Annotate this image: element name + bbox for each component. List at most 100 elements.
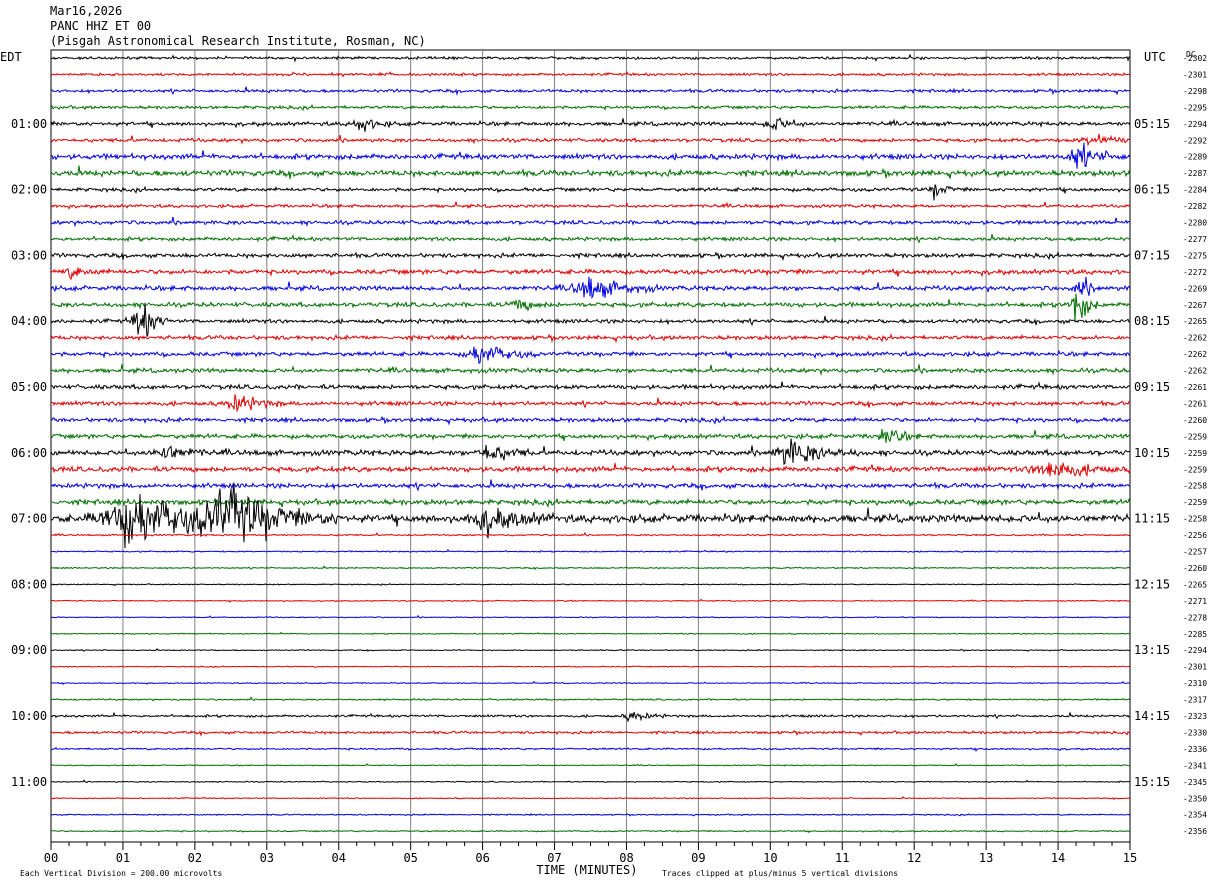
trace-20: [50, 381, 1131, 392]
dc-offset-label-15: -2267: [1183, 301, 1207, 310]
dc-offset-label-10: -2280: [1183, 219, 1207, 228]
trace-12: [50, 250, 1131, 262]
dc-offset-label-1: -2301: [1183, 70, 1207, 79]
x-tick-label-6: 06: [475, 851, 489, 865]
edt-hour-label-0: 01:00: [11, 117, 47, 131]
utc-hour-label-5: 10:15: [1134, 446, 1170, 460]
dc-offset-label-35: -2285: [1183, 630, 1207, 639]
edt-hour-label-8: 09:00: [11, 643, 47, 657]
dc-offset-label-44: -2345: [1183, 778, 1207, 787]
trace-29: [50, 531, 1131, 538]
dc-offset-label-19: -2262: [1183, 367, 1207, 376]
header-date: Mar16,2026: [50, 4, 123, 18]
utc-hour-label-9: 14:15: [1134, 709, 1170, 723]
utc-hour-label-3: 08:15: [1134, 314, 1170, 328]
dc-offset-label-43: -2341: [1183, 761, 1207, 770]
trace-44: [50, 779, 1131, 784]
trace-3: [50, 103, 1131, 111]
dc-offset-label-13: -2272: [1183, 268, 1207, 277]
trace-46: [50, 813, 1131, 817]
left-axis-label-edt: EDT: [0, 50, 22, 64]
trace-28: [50, 482, 1131, 549]
plot-frame: [50, 49, 1131, 843]
trace-40: [50, 711, 1131, 723]
utc-hour-label-7: 12:15: [1134, 577, 1170, 591]
dc-offset-label-45: -2350: [1183, 794, 1207, 803]
utc-hour-label-10: 15:15: [1134, 775, 1170, 789]
header-location: (Pisgah Astronomical Research Institute,…: [50, 34, 426, 48]
trace-33: [50, 598, 1131, 603]
trace-41: [50, 729, 1131, 737]
dc-offset-label-20: -2261: [1183, 383, 1207, 392]
trace-6: [50, 142, 1131, 169]
dc-offset-label-6: -2289: [1183, 153, 1207, 162]
trace-32: [50, 583, 1131, 587]
edt-hour-label-3: 04:00: [11, 314, 47, 328]
x-tick-label-7: 07: [547, 851, 561, 865]
dc-offset-label-38: -2310: [1183, 679, 1207, 688]
x-tick-label-5: 05: [403, 851, 417, 865]
dc-offset-label-7: -2287: [1183, 169, 1207, 178]
edt-hour-label-2: 03:00: [11, 248, 47, 262]
dc-offset-label-47: -2356: [1183, 827, 1207, 836]
edt-hour-label-6: 07:00: [11, 512, 47, 526]
dc-offset-label-23: -2259: [1183, 432, 1207, 441]
dc-offset-label-21: -2261: [1183, 399, 1207, 408]
trace-34: [50, 614, 1131, 619]
trace-5: [50, 133, 1131, 147]
edt-hour-label-4: 05:00: [11, 380, 47, 394]
trace-45: [50, 796, 1131, 801]
trace-31: [50, 565, 1131, 571]
dc-offset-label-8: -2284: [1183, 186, 1207, 195]
utc-hour-label-1: 06:15: [1134, 183, 1170, 197]
x-tick-label-4: 04: [332, 851, 346, 865]
dc-offset-label-40: -2323: [1183, 712, 1207, 721]
dc-offset-label-16: -2265: [1183, 317, 1207, 326]
x-tick-label-0: 00: [44, 851, 58, 865]
dc-offset-label-12: -2275: [1183, 251, 1207, 260]
x-tick-label-12: 12: [907, 851, 921, 865]
trace-30: [50, 548, 1131, 553]
trace-10: [50, 216, 1131, 228]
dc-offset-label-32: -2265: [1183, 580, 1207, 589]
x-tick-label-2: 02: [188, 851, 202, 865]
edt-hour-label-7: 08:00: [11, 577, 47, 591]
dc-offset-label-29: -2256: [1183, 531, 1207, 540]
dc-offset-label-37: -2301: [1183, 663, 1207, 672]
trace-26: [50, 479, 1131, 492]
dc-offset-label-26: -2258: [1183, 482, 1207, 491]
trace-0: [50, 53, 1131, 63]
x-tick-label-9: 09: [691, 851, 705, 865]
dc-offset-label-14: -2269: [1183, 284, 1207, 293]
trace-25: [50, 462, 1131, 478]
trace-11: [50, 233, 1131, 244]
dc-offset-label-41: -2330: [1183, 728, 1207, 737]
utc-hour-label-6: 11:15: [1134, 512, 1170, 526]
trace-43: [50, 763, 1131, 767]
utc-hour-label-0: 05:15: [1134, 117, 1170, 131]
dc-offset-label-33: -2271: [1183, 597, 1207, 606]
trace-13: [50, 267, 1131, 281]
dc-offset-label-36: -2294: [1183, 646, 1207, 655]
x-tick-label-8: 08: [619, 851, 633, 865]
x-tick-label-10: 10: [763, 851, 777, 865]
x-tick-label-3: 03: [260, 851, 274, 865]
dc-offset-label-11: -2277: [1183, 235, 1207, 244]
trace-27: [50, 497, 1131, 508]
dc-offset-label-34: -2278: [1183, 613, 1207, 622]
trace-24: [50, 438, 1131, 466]
edt-hour-label-10: 11:00: [11, 775, 47, 789]
x-tick-label-14: 14: [1051, 851, 1065, 865]
trace-15: [50, 293, 1131, 323]
trace-22: [50, 415, 1131, 426]
trace-23: [50, 429, 1131, 443]
dc-offset-label-27: -2259: [1183, 498, 1207, 507]
utc-hour-label-2: 07:15: [1134, 248, 1170, 262]
edt-hour-label-5: 06:00: [11, 446, 47, 460]
dc-offset-label-9: -2282: [1183, 202, 1207, 211]
trace-16: [50, 302, 1131, 337]
x-axis-label: TIME (MINUTES): [536, 863, 637, 877]
utc-hour-label-8: 13:15: [1134, 643, 1170, 657]
trace-21: [50, 394, 1131, 413]
dc-offset-label-0: -2302: [1183, 54, 1207, 63]
